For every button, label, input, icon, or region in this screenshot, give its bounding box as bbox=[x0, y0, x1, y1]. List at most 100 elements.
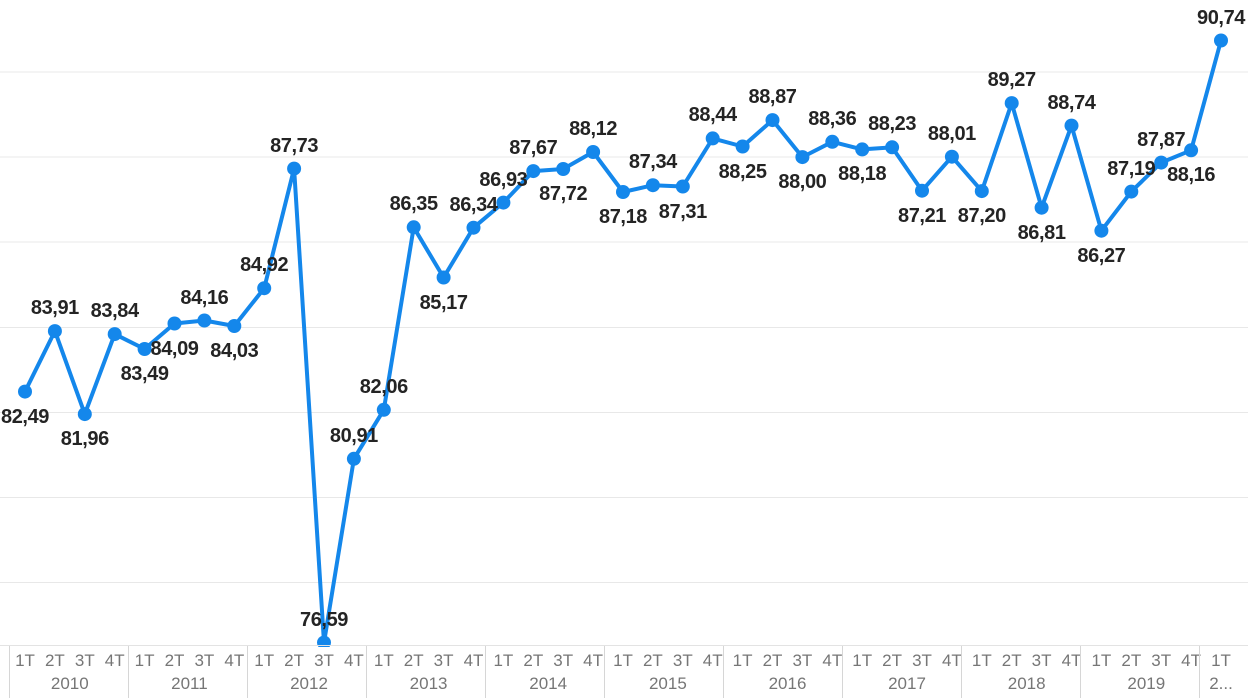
x-axis-quarter-label: 1T bbox=[1211, 651, 1231, 670]
x-axis-quarter-label: 1T bbox=[852, 651, 873, 670]
data-point-marker[interactable] bbox=[287, 161, 302, 176]
x-axis-quarter-label: 3T bbox=[314, 651, 334, 670]
x-axis-quarter-label: 4T bbox=[702, 651, 723, 670]
data-point-marker[interactable] bbox=[47, 324, 62, 339]
data-point-marker[interactable] bbox=[346, 451, 361, 466]
x-axis-year-label: 2014 bbox=[529, 674, 568, 693]
x-axis-quarter-label: 2T bbox=[882, 651, 903, 670]
data-point-marker[interactable] bbox=[765, 113, 780, 128]
x-axis-year-label: 2018 bbox=[1007, 674, 1046, 693]
data-point-marker[interactable] bbox=[825, 134, 840, 149]
x-axis-quarter-label: 2T bbox=[1001, 651, 1022, 670]
data-point-marker[interactable] bbox=[77, 407, 92, 422]
x-axis-year-label: 2015 bbox=[648, 674, 687, 693]
x-axis-line bbox=[0, 645, 1248, 646]
plot-area bbox=[0, 33, 1248, 647]
x-axis: 1T 2T 3T 4T 1T 2T 3T 4T 1T 2T 3T 4T 1T 2T 3T 4T 1T 2T 3T 4T… bbox=[0, 646, 1248, 698]
x-axis-quarter-label: 1T bbox=[254, 651, 275, 670]
data-point-marker[interactable] bbox=[1124, 184, 1139, 199]
data-point-marker[interactable] bbox=[855, 142, 870, 157]
x-axis-quarter-label: 3T bbox=[553, 651, 574, 670]
x-axis-quarter-label: 2T bbox=[523, 651, 544, 670]
x-axis-quarter-label: 4T bbox=[343, 651, 364, 670]
x-axis-quarter-label: 1T bbox=[971, 651, 992, 670]
x-axis-group-separator bbox=[247, 646, 248, 698]
data-point-marker[interactable] bbox=[466, 220, 481, 235]
data-point-marker[interactable] bbox=[944, 149, 959, 164]
x-axis-group-separator bbox=[1080, 646, 1081, 698]
x-axis-year-label: 2011 bbox=[171, 674, 208, 693]
x-axis-group-separator bbox=[128, 646, 129, 698]
x-axis-group-separator bbox=[366, 646, 367, 698]
data-point-marker[interactable] bbox=[496, 195, 511, 210]
x-axis-year-label: 2016 bbox=[768, 674, 807, 693]
x-axis-group-separator bbox=[9, 646, 10, 698]
data-point-marker[interactable] bbox=[227, 319, 242, 333]
x-axis-quarter-label: 3T bbox=[672, 651, 693, 670]
data-point-marker[interactable] bbox=[1184, 143, 1199, 158]
data-point-marker[interactable] bbox=[1064, 118, 1079, 133]
x-axis-quarter-label: 2T bbox=[164, 651, 185, 670]
data-point-marker[interactable] bbox=[616, 185, 630, 199]
x-axis-quarter-label: 3T bbox=[74, 651, 95, 670]
data-point-marker[interactable] bbox=[885, 140, 900, 155]
x-axis-year-label: 2019 bbox=[1127, 674, 1166, 693]
data-point-marker[interactable] bbox=[915, 183, 929, 198]
x-axis-quarter-label: 4T bbox=[224, 651, 245, 670]
data-point-marker[interactable] bbox=[735, 139, 750, 154]
x-axis-quarter-label: 1T bbox=[15, 651, 35, 670]
data-point-marker[interactable] bbox=[795, 150, 810, 165]
x-axis-quarter-label: 2T bbox=[403, 651, 424, 670]
data-point-marker[interactable] bbox=[107, 327, 122, 342]
data-point-marker[interactable] bbox=[526, 164, 541, 179]
x-axis-quarter-label: 1T bbox=[493, 651, 514, 670]
x-axis-quarter-label: 1T bbox=[373, 651, 394, 670]
data-point-marker[interactable] bbox=[705, 131, 720, 146]
x-axis-group-separator bbox=[604, 646, 605, 698]
data-point-marker[interactable] bbox=[1004, 96, 1019, 111]
x-axis-group-separator bbox=[723, 646, 724, 698]
data-point-marker[interactable] bbox=[406, 220, 421, 235]
data-point-marker[interactable] bbox=[317, 635, 331, 647]
data-point-marker[interactable] bbox=[556, 162, 571, 176]
x-axis-quarter-label: 4T bbox=[463, 651, 484, 670]
x-axis-group-separator bbox=[961, 646, 962, 698]
data-point-marker[interactable] bbox=[974, 184, 989, 199]
data-point-marker[interactable] bbox=[436, 270, 451, 285]
data-point-marker[interactable] bbox=[376, 402, 391, 417]
x-axis-year-label: 2013 bbox=[409, 674, 448, 693]
data-point-marker[interactable] bbox=[167, 316, 182, 331]
data-point-marker[interactable] bbox=[586, 145, 601, 159]
x-axis-quarter-label: 1T bbox=[732, 651, 753, 670]
x-axis-quarter-label: 3T bbox=[1151, 651, 1172, 670]
x-axis-quarter-label: 1T bbox=[1091, 651, 1112, 670]
data-point-marker[interactable] bbox=[1154, 155, 1169, 170]
x-axis-quarter-label: 2T bbox=[762, 651, 783, 670]
line-series bbox=[23, 38, 1223, 645]
x-axis-group-separator bbox=[1199, 646, 1200, 698]
data-point-marker[interactable] bbox=[1094, 223, 1109, 238]
x-axis-year-label: 2017 bbox=[888, 674, 926, 693]
x-axis-quarter-label: 4T bbox=[583, 651, 604, 670]
data-point-marker[interactable] bbox=[257, 281, 272, 296]
x-axis-quarter-label: 2T bbox=[1121, 651, 1142, 670]
data-point-marker[interactable] bbox=[137, 342, 152, 356]
x-axis-quarter-label: 2T bbox=[44, 651, 65, 670]
x-axis-quarter-label: 4T bbox=[1061, 651, 1082, 670]
x-axis-quarter-label: 1T bbox=[134, 651, 155, 670]
x-axis-quarter-label: 2T bbox=[642, 651, 663, 670]
x-axis-quarter-label: 4T bbox=[822, 651, 843, 670]
x-axis-quarter-label: 3T bbox=[912, 651, 932, 670]
x-axis-quarter-label: 4T bbox=[941, 651, 962, 670]
x-axis-group-separator bbox=[485, 646, 486, 698]
x-axis-quarter-label: 3T bbox=[1031, 651, 1052, 670]
x-axis-quarter-label: 1T bbox=[613, 651, 633, 670]
x-axis-quarter-label: 3T bbox=[433, 651, 454, 670]
x-axis-quarter-label: 3T bbox=[792, 651, 813, 670]
data-point-marker[interactable] bbox=[1034, 200, 1049, 215]
data-point-marker[interactable] bbox=[18, 384, 32, 399]
data-point-marker[interactable] bbox=[645, 178, 660, 193]
data-point-marker[interactable] bbox=[675, 179, 690, 194]
data-point-marker[interactable] bbox=[1214, 33, 1228, 48]
data-point-marker[interactable] bbox=[197, 313, 212, 328]
